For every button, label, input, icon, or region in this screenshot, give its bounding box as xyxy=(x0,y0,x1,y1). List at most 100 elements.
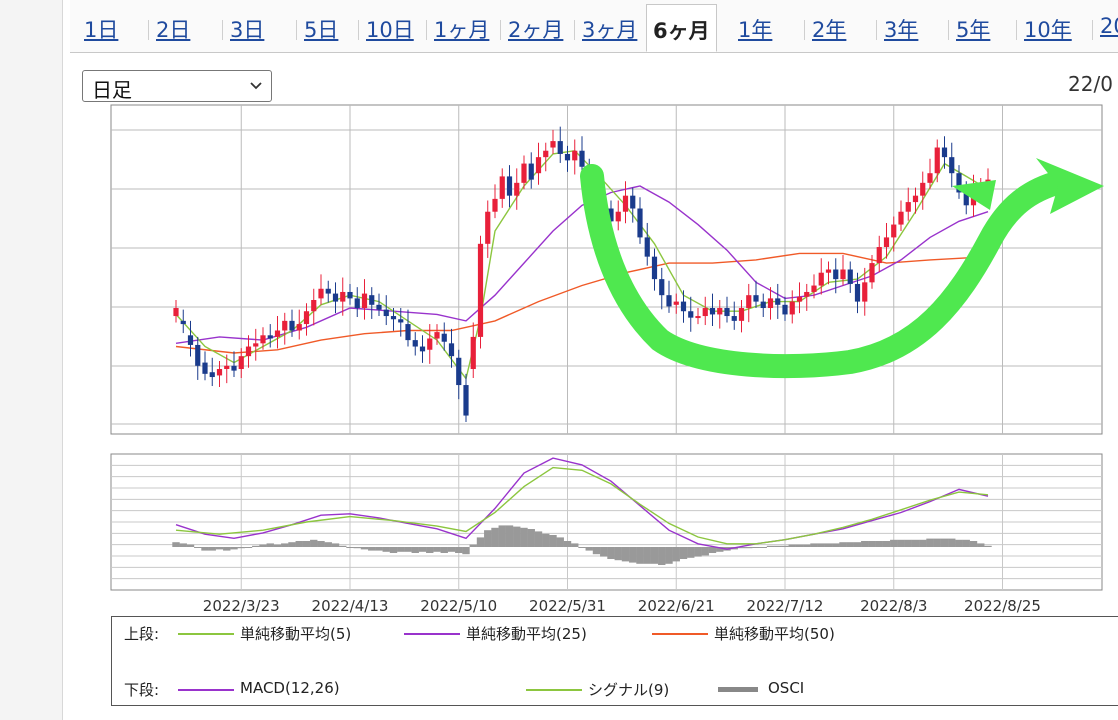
osci-bar xyxy=(897,539,905,547)
osci-bar xyxy=(926,538,934,547)
candle-body xyxy=(891,224,897,238)
candle-body xyxy=(673,301,679,305)
osci-bar xyxy=(302,541,311,547)
osci-bar xyxy=(563,541,572,547)
tab-9[interactable]: 6ヶ月 xyxy=(646,4,717,52)
osci-bar xyxy=(426,547,434,553)
tab-11[interactable]: 2年 xyxy=(812,18,847,42)
candle-body xyxy=(818,272,824,286)
osci-bar xyxy=(911,539,920,547)
candle-body xyxy=(238,356,244,370)
macd-line xyxy=(175,457,989,550)
candle-body xyxy=(738,308,745,321)
candle-body xyxy=(731,316,737,321)
candle-body xyxy=(949,157,955,174)
tab-13[interactable]: 5年 xyxy=(956,18,991,42)
osci-bar xyxy=(469,544,477,547)
candle-body xyxy=(383,309,389,317)
candle-body xyxy=(405,324,411,341)
tab-8[interactable]: 3ヶ月 xyxy=(582,18,638,42)
osci-bar xyxy=(484,530,492,547)
tab-5[interactable]: 10日 xyxy=(366,18,414,42)
osci-bar xyxy=(687,547,695,558)
candle-body xyxy=(644,237,650,257)
candle-body xyxy=(702,308,708,317)
tab-6[interactable]: 1ヶ月 xyxy=(434,18,490,42)
legend-macd-swatch xyxy=(178,689,234,691)
tab-separator xyxy=(1092,20,1093,40)
osci-bar xyxy=(186,544,195,547)
tab-2[interactable]: 2日 xyxy=(156,18,191,42)
tab-4[interactable]: 5日 xyxy=(304,18,339,42)
osci-bar xyxy=(513,526,521,547)
candle-body xyxy=(224,365,230,370)
x-tick-label: 2022/5/31 xyxy=(529,597,606,615)
osci-bar xyxy=(440,547,448,553)
candle-body xyxy=(485,211,491,244)
x-tick-label: 2022/5/10 xyxy=(420,597,497,615)
osci-bar xyxy=(360,547,369,550)
candle-body xyxy=(717,308,723,315)
osci-bar xyxy=(201,547,209,551)
candle-body xyxy=(659,279,665,296)
candle-body xyxy=(753,295,759,302)
osci-bar xyxy=(969,541,978,547)
legend-box: 上段: 単純移動平均(5) 単純移動平均(25) 単純移動平均(50) 下段: … xyxy=(111,616,1118,706)
tab-separator xyxy=(948,20,949,40)
candle-body xyxy=(608,208,614,222)
candle-body xyxy=(934,147,940,174)
osci-bar xyxy=(962,539,970,547)
tab-12[interactable]: 3年 xyxy=(884,18,919,42)
candle-body xyxy=(637,208,643,238)
osci-bar xyxy=(317,541,325,547)
osci-bar xyxy=(339,545,347,547)
candle-body xyxy=(666,295,672,307)
candle-body xyxy=(282,320,288,331)
candle-body xyxy=(883,237,890,248)
candle-body xyxy=(862,282,868,302)
candle-body xyxy=(419,346,426,352)
osci-bar xyxy=(795,544,804,547)
x-tick-label: 2022/4/13 xyxy=(312,597,389,615)
osci-bar xyxy=(389,547,398,553)
legend-osci-label: OSCI xyxy=(768,679,805,697)
tab-1[interactable]: 1日 xyxy=(84,18,119,42)
candle-body xyxy=(941,147,948,158)
osci-bar xyxy=(701,547,709,556)
osci-bar xyxy=(694,547,702,557)
osci-bar xyxy=(650,547,659,564)
tab-15[interactable]: 20 xyxy=(1100,14,1118,38)
osci-bar xyxy=(404,547,412,552)
tab-14[interactable]: 10年 xyxy=(1024,18,1072,42)
candle-body xyxy=(564,153,571,161)
tab-3[interactable]: 3日 xyxy=(230,18,265,42)
left-margin-band xyxy=(0,0,62,720)
tab-10[interactable]: 1年 xyxy=(738,18,773,42)
candle-body xyxy=(456,357,462,386)
tab-7[interactable]: 2ヶ月 xyxy=(508,18,564,42)
candle-body xyxy=(463,385,469,416)
tab-separator xyxy=(426,20,427,40)
osci-bar xyxy=(331,543,340,547)
osci-bar xyxy=(476,537,485,547)
osci-bar xyxy=(861,541,869,547)
osci-bar xyxy=(708,547,717,553)
osci-bar xyxy=(527,529,535,547)
osci-bar xyxy=(244,547,253,548)
legend-sma5-swatch xyxy=(178,633,234,635)
osci-bar xyxy=(172,542,180,547)
candle-body xyxy=(202,362,208,374)
candle-body xyxy=(811,285,817,292)
period-select[interactable]: 日足 xyxy=(82,70,272,102)
candle-body xyxy=(695,316,701,319)
osci-bar xyxy=(665,547,673,564)
osci-bar xyxy=(505,525,514,547)
tab-separator xyxy=(222,20,223,40)
osci-bar xyxy=(745,547,753,549)
osci-bar xyxy=(259,544,267,547)
candle-body xyxy=(289,320,295,331)
osci-bar xyxy=(643,547,651,564)
candle-body xyxy=(724,308,730,317)
candle-body xyxy=(775,298,781,305)
candle-body xyxy=(231,365,237,371)
